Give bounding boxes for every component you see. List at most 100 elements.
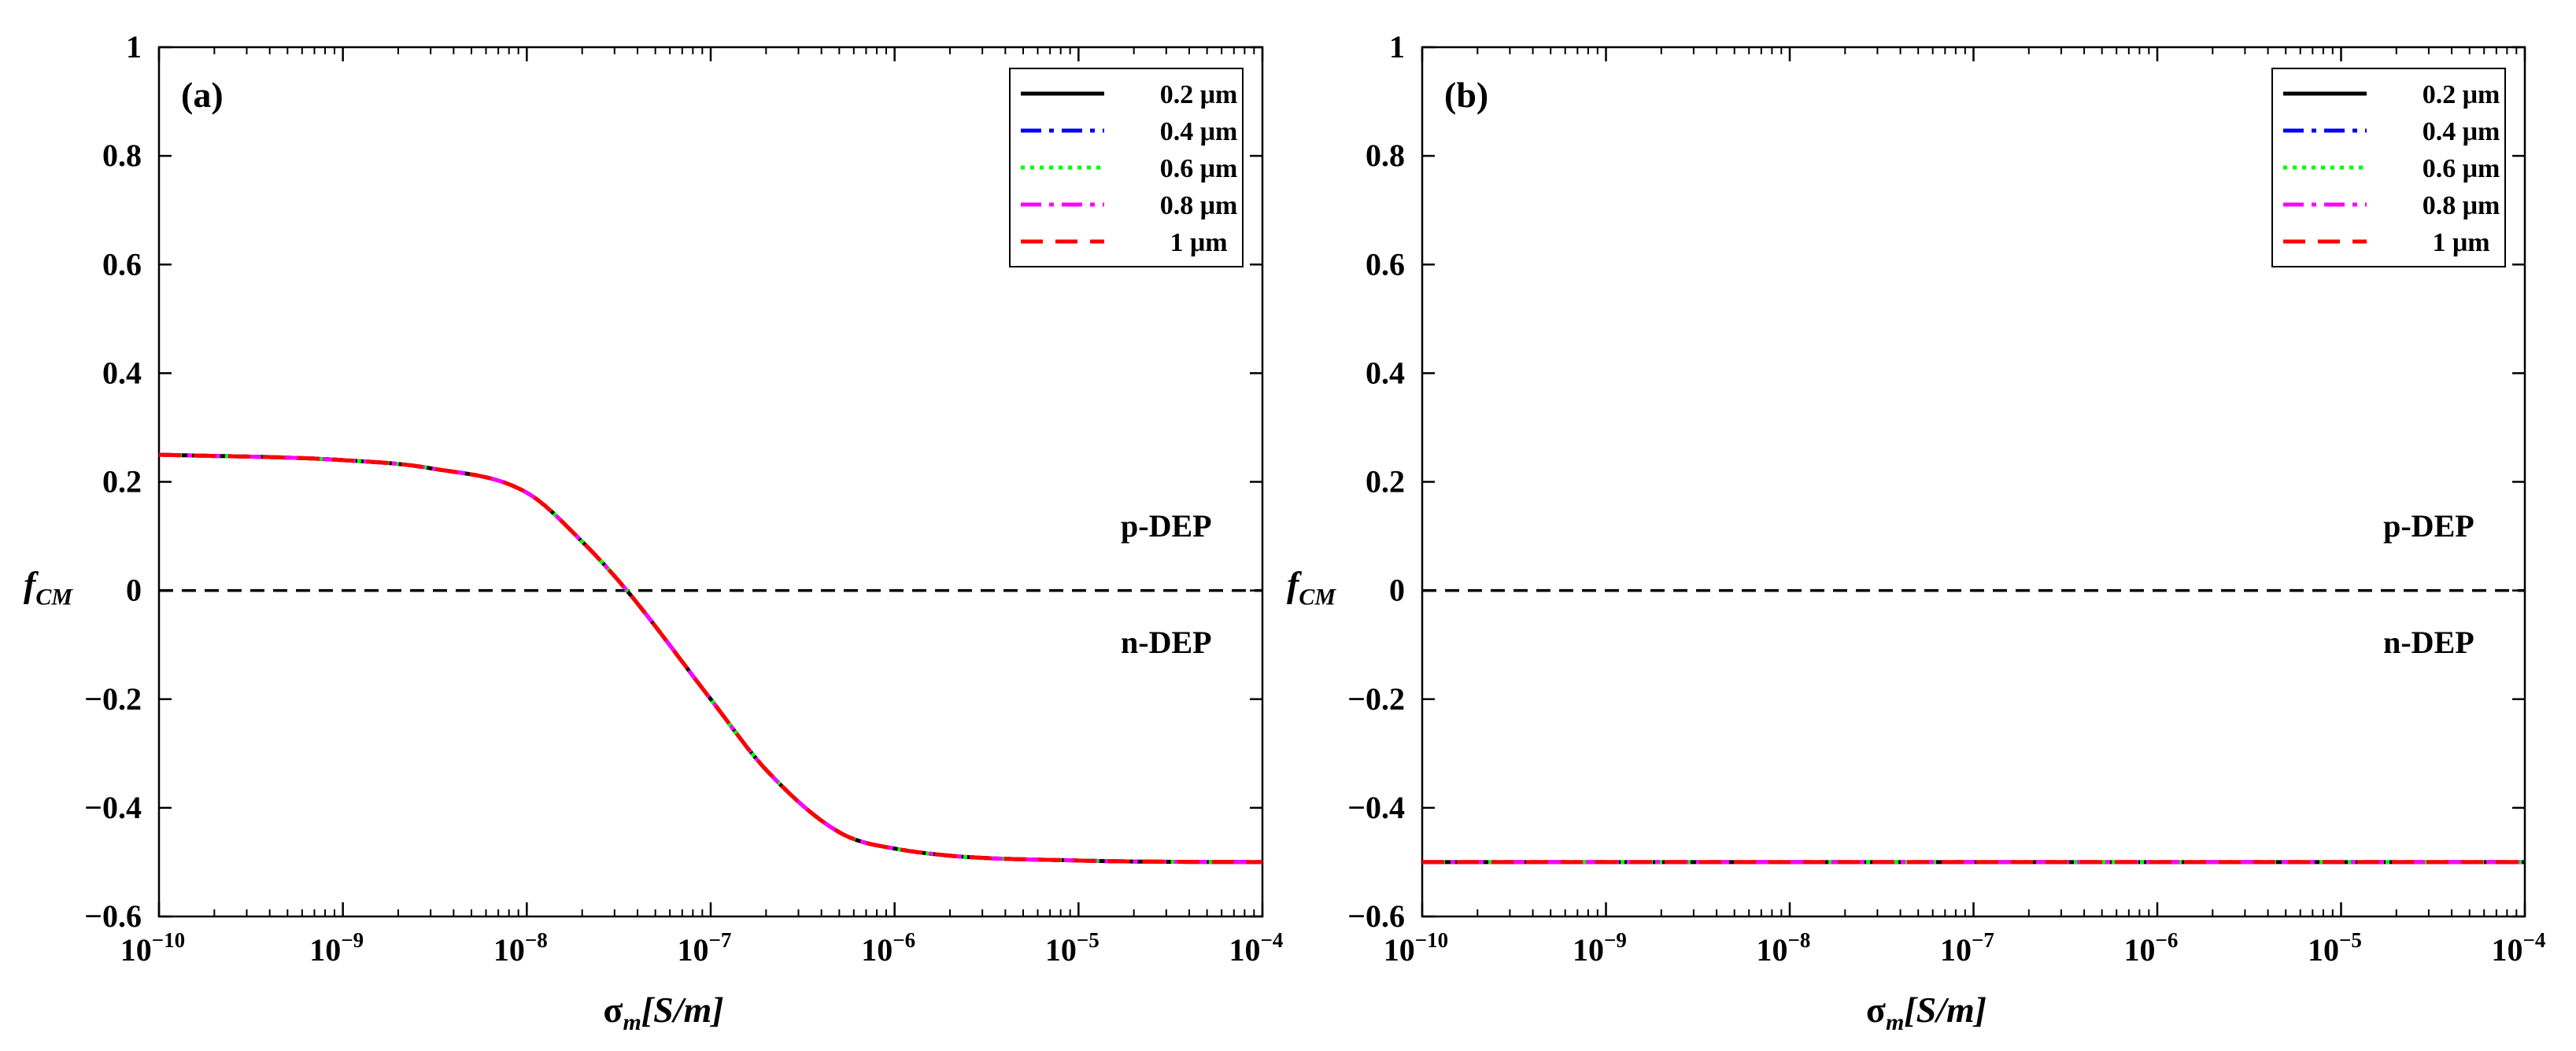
panel-0: 10.80.60.40.20−0.2−0.4−0.610−10 10−9 10−8 1… [24, 29, 1283, 1035]
x-tick-base: 10 [1940, 932, 1972, 968]
legend-label: 1 μm [2432, 228, 2489, 257]
y-tick-label: 0.8 [1366, 138, 1405, 173]
x-tick-exponent: −10 [1415, 928, 1448, 952]
panel-label: (a) [181, 75, 224, 115]
x-tick-exponent: −7 [1972, 928, 1994, 952]
region-label-p-dep: p-DEP [2383, 508, 2474, 544]
x-tick-exponent: −9 [341, 928, 364, 952]
legend-label: 0.6 μm [2423, 154, 2500, 183]
x-axis-title-subscript: m [623, 1009, 641, 1035]
y-axis-title: fCM [24, 565, 73, 610]
y-tick-label: −0.2 [1347, 681, 1405, 717]
x-axis-title-symbol: σ [1866, 990, 1886, 1030]
y-tick-label: 0 [126, 573, 142, 608]
x-tick-exponent: −4 [1261, 928, 1284, 952]
y-axis-title-subscript: CM [35, 585, 73, 610]
x-tick-label: 10−6 [2124, 928, 2179, 968]
x-tick-label: 10−5 [1045, 928, 1100, 968]
legend-label: 0.4 μm [1160, 117, 1238, 146]
y-tick-label: −0.2 [84, 681, 142, 717]
panel-1: 10.80.60.40.20−0.2−0.4−0.610−10 10−9 10−8 1… [1287, 29, 2545, 1035]
x-tick-base: 10 [1573, 932, 1604, 968]
x-tick-exponent: −8 [525, 928, 548, 952]
y-tick-label: −0.6 [84, 898, 142, 934]
x-tick-label: 10−10 [120, 928, 185, 968]
x-tick-base: 10 [861, 932, 893, 968]
panel-label: (b) [1444, 75, 1488, 115]
series-line-06m [158, 452, 1262, 865]
legend-label: 0.6 μm [1160, 154, 1238, 183]
x-tick-base: 10 [678, 932, 709, 968]
x-tick-base: 10 [120, 932, 152, 968]
x-tick-base: 10 [1229, 932, 1261, 968]
y-tick-label: 0.6 [1366, 246, 1405, 282]
x-tick-exponent: −9 [1604, 928, 1627, 952]
region-label-n-dep: n-DEP [1121, 625, 1212, 660]
legend-label: 0.2 μm [1160, 80, 1238, 109]
y-axis-title-subscript: CM [1299, 585, 1336, 610]
x-tick-exponent: −7 [709, 928, 732, 952]
x-tick-label: 10−9 [309, 928, 364, 968]
y-axis-title: fCM [1287, 565, 1336, 610]
legend-label: 0.2 μm [2423, 80, 2500, 109]
series-line-1m [158, 452, 1262, 865]
x-tick-base: 10 [1045, 932, 1077, 968]
y-tick-label: −0.6 [1347, 898, 1405, 934]
region-label-p-dep: p-DEP [1121, 508, 1212, 544]
legend-box [2271, 68, 2506, 267]
legend: 0.2 μm 0.4 μm 0.6 μm 0.8 μm 1 μm [1009, 68, 1244, 267]
y-tick-label: 0.6 [102, 246, 142, 282]
x-tick-label: 10−10 [1384, 928, 1448, 968]
legend-label: 1 μm [1170, 228, 1227, 257]
x-tick-exponent: −6 [893, 928, 915, 952]
x-tick-exponent: −4 [2523, 928, 2546, 952]
x-tick-exponent: −5 [1077, 928, 1100, 952]
x-tick-label: 10−9 [1573, 928, 1627, 968]
x-tick-base: 10 [2124, 932, 2156, 968]
x-tick-label: 10−4 [2492, 928, 2546, 968]
x-axis-title-unit: [S/m] [641, 990, 724, 1030]
y-tick-label: −0.4 [84, 790, 142, 825]
x-axis-title-unit: [S/m] [1904, 990, 1987, 1030]
region-label-n-dep: n-DEP [2383, 625, 2474, 660]
x-tick-label: 10−4 [1229, 928, 1284, 968]
x-tick-exponent: −10 [152, 928, 185, 952]
legend-label: 0.4 μm [2423, 117, 2500, 146]
x-tick-label: 10−8 [493, 928, 548, 968]
x-axis-title: σm[S/m] [1866, 990, 1987, 1035]
legend-label: 0.8 μm [2423, 191, 2500, 220]
x-tick-exponent: −6 [2156, 928, 2179, 952]
x-tick-exponent: −5 [2339, 928, 2362, 952]
y-tick-label: 1 [1389, 29, 1405, 65]
x-tick-base: 10 [309, 932, 341, 968]
y-tick-label: 0.4 [1366, 355, 1405, 390]
legend-box [1009, 68, 1244, 267]
x-tick-base: 10 [1384, 932, 1415, 968]
x-axis-title-subscript: m [1886, 1009, 1904, 1035]
x-tick-base: 10 [493, 932, 525, 968]
x-tick-base: 10 [2492, 932, 2523, 968]
legend: 0.2 μm 0.4 μm 0.6 μm 0.8 μm 1 μm [2271, 68, 2506, 267]
series-line-08m [158, 452, 1262, 865]
y-tick-label: 0.2 [102, 464, 142, 500]
y-tick-label: 0.2 [1366, 464, 1405, 500]
y-tick-label: 0.8 [102, 138, 142, 173]
y-tick-label: 1 [126, 29, 142, 65]
x-tick-base: 10 [2308, 932, 2339, 968]
legend-label: 0.8 μm [1160, 191, 1238, 220]
x-tick-base: 10 [1757, 932, 1788, 968]
y-tick-label: 0.4 [102, 355, 142, 390]
series-line-04m [158, 452, 1262, 865]
series-line-02m [158, 452, 1262, 865]
x-tick-label: 10−7 [678, 928, 732, 968]
x-axis-title: σm[S/m] [603, 990, 723, 1035]
x-tick-label: 10−7 [1940, 928, 1994, 968]
x-tick-exponent: −8 [1788, 928, 1811, 952]
x-axis-title-symbol: σ [603, 990, 623, 1030]
y-tick-label: 0 [1389, 573, 1405, 608]
y-tick-label: −0.4 [1347, 790, 1405, 825]
x-tick-label: 10−5 [2308, 928, 2362, 968]
x-tick-label: 10−8 [1757, 928, 1811, 968]
x-tick-label: 10−6 [861, 928, 915, 968]
